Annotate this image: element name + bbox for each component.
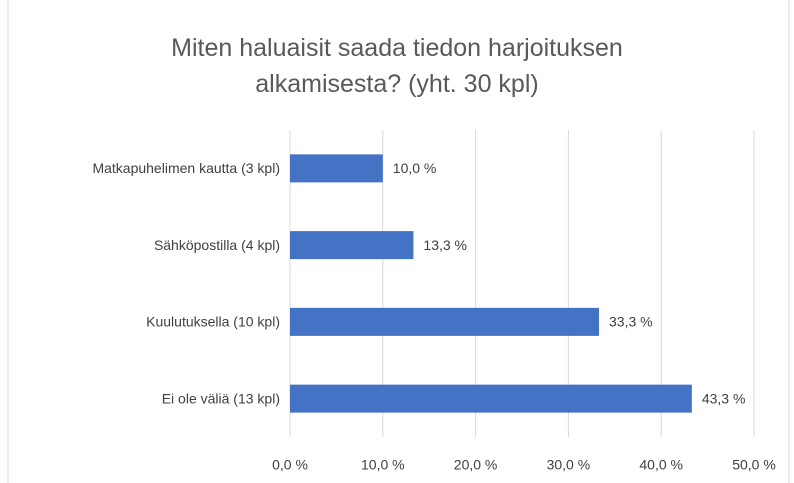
x-tick-label: 10,0 %: [361, 457, 405, 473]
chart-border: [7, 0, 790, 483]
bar: [290, 307, 600, 336]
value-label: 33,3 %: [609, 314, 653, 330]
value-label: 10,0 %: [393, 160, 437, 176]
x-tick-label: 30,0 %: [547, 457, 591, 473]
chart-title: Miten haluaisit saada tiedon harjoitukse…: [171, 34, 623, 98]
y-tick-label: Matkapuhelimen kautta (3 kpl): [92, 160, 280, 176]
value-label: 13,3 %: [423, 237, 467, 253]
x-tick-label: 0,0 %: [272, 457, 308, 473]
y-tick-label: Ei ole väliä (13 kpl): [162, 390, 280, 406]
bar: [290, 154, 383, 183]
value-label: 43,3 %: [702, 390, 746, 406]
bar: [290, 231, 414, 260]
x-tick-label: 50,0 %: [732, 457, 776, 473]
x-tick-label: 40,0 %: [639, 457, 683, 473]
y-tick-label: Sähköpostilla (4 kpl): [154, 237, 280, 253]
y-tick-label: Kuulutuksella (10 kpl): [146, 314, 280, 330]
x-tick-label: 20,0 %: [454, 457, 498, 473]
bar: [290, 384, 692, 413]
